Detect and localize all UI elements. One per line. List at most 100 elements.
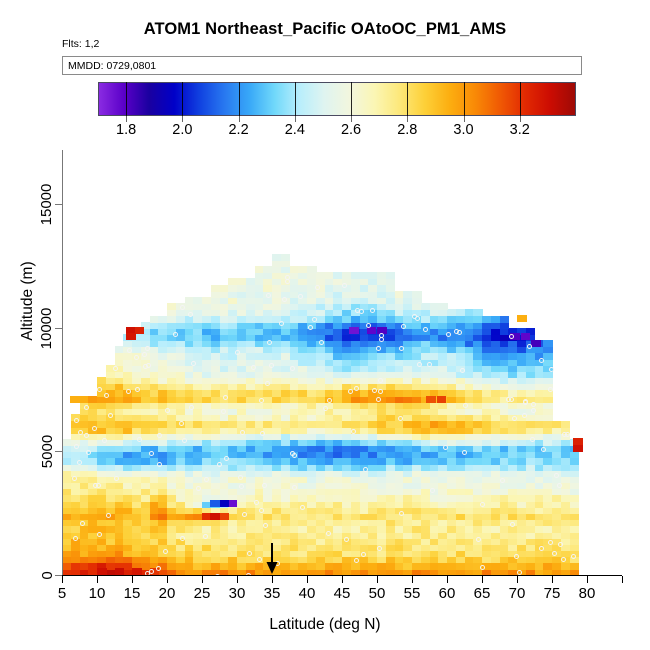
heatmap-cell [132,439,142,447]
heatmap-cell [289,457,300,465]
heatmap-cell [158,476,168,484]
heatmap-cell [342,402,352,409]
heatmap-cell [438,334,448,342]
heatmap-cell [464,346,475,354]
heatmap-cell [508,402,518,409]
heatmap-cell [149,568,160,575]
heatmap-cell [289,377,300,385]
heatmap-cell [385,334,396,342]
heatmap-cell [482,469,492,477]
heatmap-cell [525,364,536,372]
heatmap-cell [202,488,212,496]
heatmap-cell [280,309,291,317]
heatmap-cell [123,364,133,372]
heatmap-cell [438,556,448,564]
heatmap-cell [263,352,273,360]
heatmap-cell [254,377,265,385]
heatmap-cell [350,439,361,447]
heatmap-cell [140,457,151,465]
heatmap-cell [158,550,168,558]
heatmap-cell [228,346,238,354]
heatmap-cell [219,352,230,360]
heatmap-cell [473,445,483,453]
heatmap-cell [132,432,142,440]
heatmap-cell [543,494,553,502]
heatmap-cell [289,445,300,453]
heatmap-cell [482,494,492,502]
heatmap-cell [560,476,571,484]
heatmap-cell [315,290,326,298]
heatmap-cell [429,432,440,440]
heatmap-cell [315,476,326,484]
heatmap-cell [272,426,282,434]
heatmap-cell [289,272,300,280]
heatmap-cell [420,568,431,575]
measurement-point [549,367,555,373]
heatmap-cell [237,531,247,539]
heatmap-cell [272,414,282,422]
heatmap-cell [473,334,483,342]
heatmap-cell [289,426,300,434]
x-axis-tick-label: 70 [508,585,526,602]
heatmap-cell [263,544,273,552]
heatmap-cell [499,439,510,447]
heatmap-cell [342,272,352,280]
heatmap-cell [368,321,378,329]
heatmap-cell [272,346,282,354]
heatmap-cell [368,395,378,403]
heatmap-cell [333,389,343,397]
heatmap-cell [490,383,501,391]
heatmap-cell [158,519,168,527]
heatmap-cell [62,550,72,558]
heatmap-cell [254,303,265,311]
heatmap-cell [280,544,291,552]
heatmap-cell [245,309,256,317]
heatmap-cell [307,352,317,360]
page-title: ATOM1 Northeast_Pacific OAtoOC_PM1_AMS [143,20,507,38]
heatmap-cell [280,340,291,348]
measurement-point [239,483,245,489]
heatmap-cell [517,482,527,490]
heatmap-cell [333,525,343,533]
heatmap-cell [307,266,317,274]
colorbar-tick [238,116,240,122]
measurement-point [541,446,547,452]
heatmap-cell [219,469,230,477]
heatmap-cell [482,358,492,366]
heatmap-cell [193,334,203,342]
measurement-point [326,530,332,536]
heatmap-cell [193,303,203,311]
heatmap-cell [237,469,247,477]
heatmap-cell [543,420,553,428]
heatmap-cell [420,358,431,366]
heatmap-cell [490,556,501,564]
heatmap-cell [254,519,265,527]
heatmap-cell [315,303,326,311]
heatmap-cell [420,556,431,564]
heatmap-cell [403,327,413,335]
heatmap-cell [140,469,151,477]
heatmap-cell [254,562,265,570]
heatmap-cell [359,451,370,459]
heatmap-cell [499,525,510,533]
heatmap-cell [307,395,317,403]
heatmap-cell [552,513,562,521]
heatmap-cell [167,402,177,409]
heatmap-cell [464,340,475,348]
heatmap-cell [114,507,125,515]
heatmap-cell [245,439,256,447]
heatmap-cell [560,426,571,434]
heatmap-cell [438,544,448,552]
measurement-point [426,362,432,368]
heatmap-cell [289,334,300,342]
heatmap-cell [97,426,107,434]
heatmap-cell [105,463,116,471]
heatmap-cell [342,309,352,317]
heatmap-cell [385,315,396,323]
heatmap-cell [263,476,273,484]
measurement-point [239,430,245,436]
heatmap-cell [105,432,116,440]
heatmap-cell [237,340,247,348]
measurement-point [354,307,360,313]
heatmap-cell [534,439,545,447]
